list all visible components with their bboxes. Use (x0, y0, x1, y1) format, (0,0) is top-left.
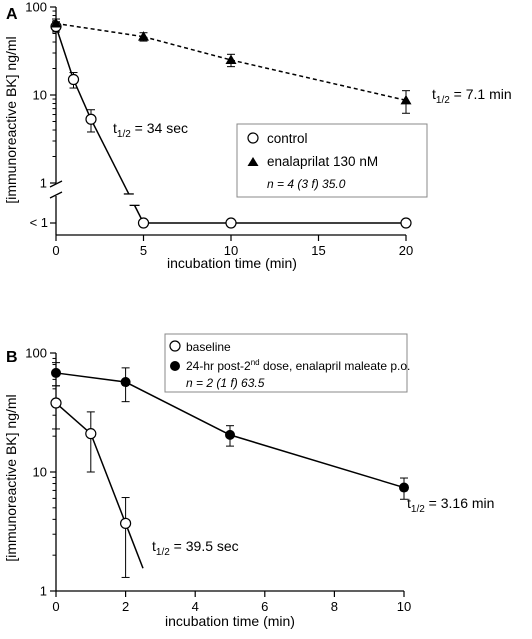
legend-label-enalapril: 24-hr post-2nd dose, enalapril maleate p… (186, 358, 410, 373)
panel-a-legend: control enalaprilat 130 nM n = 4 (3 f) 3… (236, 123, 428, 198)
panel-a-x-label: incubation time (min) (167, 255, 297, 271)
panel-a-half-life-enalaprilat: t1/2 = 7.1 min (432, 86, 512, 106)
panel-a-legend-box (236, 123, 428, 198)
x-tick-label: 5 (140, 243, 147, 258)
fit-line-series-1 (55, 372, 126, 383)
panel-a-plot-area (50, 17, 412, 229)
data-point-control-1 (67, 73, 80, 86)
x-tick-label: 10 (397, 599, 411, 614)
y-tick-label: 10 (33, 465, 47, 480)
y-tick-label: 1 (40, 176, 47, 191)
panel-b-legend-box (164, 333, 408, 393)
fit-line-series-1 (125, 381, 231, 436)
error-bars (52, 18, 410, 133)
x-tick-label: 0 (52, 599, 59, 614)
data-point-enalaprilat-130-nm-2 (225, 54, 237, 64)
y-tick-label: 10 (33, 88, 47, 103)
data-point-series-1-0 (51, 367, 61, 378)
data-point-series-1-1 (120, 377, 131, 388)
fit-line-baseline (90, 433, 127, 524)
fit-line-baseline (124, 523, 144, 569)
panel-a-letter: A (6, 6, 18, 23)
panel-a-legend-note: n = 4 (3 f) 35.0 (267, 177, 346, 191)
panel-b-plot-area (50, 362, 409, 578)
fit-line-enalaprilat-130-nm (143, 35, 232, 61)
markers (50, 17, 412, 229)
panel-b-letter: B (6, 349, 18, 366)
data-point-baseline-0 (50, 397, 62, 409)
panel-b-legend: baseline 24-hr post-2nd dose, enalapril … (164, 333, 410, 393)
legend-label-control: control (267, 131, 308, 146)
x-tick-label: 8 (331, 599, 338, 614)
panel-a-below-break-label: < 1 (30, 215, 48, 230)
panel-a: A 1 10 100 0 5 10 15 20 < 1 incubation time (m… (3, 0, 512, 271)
fit-line-control (90, 118, 130, 195)
markers (50, 367, 409, 529)
panel-a-y-ticks: 1 10 100 (25, 0, 56, 224)
panel-a-x-ticks: 0 5 10 15 20 (52, 235, 413, 258)
x-tick-label: 15 (311, 243, 325, 258)
fit-line-series-1 (229, 434, 405, 489)
legend-label-baseline: baseline (186, 340, 231, 354)
x-tick-label: 4 (192, 599, 199, 614)
x-tick-label: 2 (122, 599, 129, 614)
y-tick-label: 100 (25, 0, 47, 15)
panel-b-legend-note: n = 2 (1 f) 63.5 (186, 376, 265, 390)
fit-line-baseline (55, 402, 92, 435)
legend-label-enalaprilat: enalaprilat 130 nM (267, 154, 378, 169)
fit-line-enalaprilat-130-nm (230, 59, 407, 102)
panel-a-y-break-mark (49, 191, 63, 199)
fit-line-control (55, 26, 75, 80)
panel-a-y-label: [immunoreactive BK] ng/ml (3, 36, 19, 203)
panel-b-y-ticks: 1 10 100 (25, 346, 56, 599)
x-tick-label: 10 (224, 243, 238, 258)
panel-b-y-label: [immunoreactive BK] ng/ml (3, 394, 19, 561)
error-bars (52, 362, 408, 578)
fit-lines (55, 372, 405, 569)
panel-b: B 1 10 100 0 2 4 6 8 10 incubation time (min) [… (3, 333, 494, 629)
data-point-control-2 (85, 113, 97, 125)
fit-line-control (72, 79, 92, 120)
legend-marker-baseline (169, 340, 181, 352)
data-point-control-3 (137, 217, 150, 229)
data-point-enalaprilat-130-nm-3 (400, 94, 412, 105)
x-tick-label: 20 (399, 243, 413, 258)
data-point-enalaprilat-130-nm-0 (50, 17, 62, 28)
data-point-series-1-3 (399, 482, 409, 493)
data-point-control-4 (225, 217, 237, 229)
x-tick-label: 0 (52, 243, 59, 258)
panel-b-x-label: incubation time (min) (165, 613, 295, 629)
data-point-control-5 (400, 217, 412, 229)
panel-b-half-life-enalapril: t1/2 = 3.16 min (407, 495, 494, 515)
legend-marker-enalapril (170, 361, 180, 371)
fit-lines (55, 22, 407, 224)
y-tick-label: 1 (40, 584, 47, 599)
panel-b-x-ticks: 0 2 4 6 8 10 (52, 591, 411, 614)
panel-b-half-life-baseline: t1/2 = 39.5 sec (152, 538, 239, 558)
data-point-baseline-1 (85, 428, 97, 440)
data-point-baseline-2 (119, 517, 132, 529)
legend-marker-enalaprilat (247, 157, 259, 166)
data-point-series-1-2 (225, 429, 235, 440)
fit-line-enalaprilat-130-nm (55, 22, 144, 38)
y-tick-label: 100 (25, 346, 47, 361)
data-point-enalaprilat-130-nm-1 (138, 31, 149, 41)
panel-a-half-life-control: t1/2 = 34 sec (113, 120, 188, 140)
panel-a-y-break-mark (49, 180, 63, 188)
x-tick-label: 6 (261, 599, 268, 614)
legend-marker-control (247, 132, 259, 144)
